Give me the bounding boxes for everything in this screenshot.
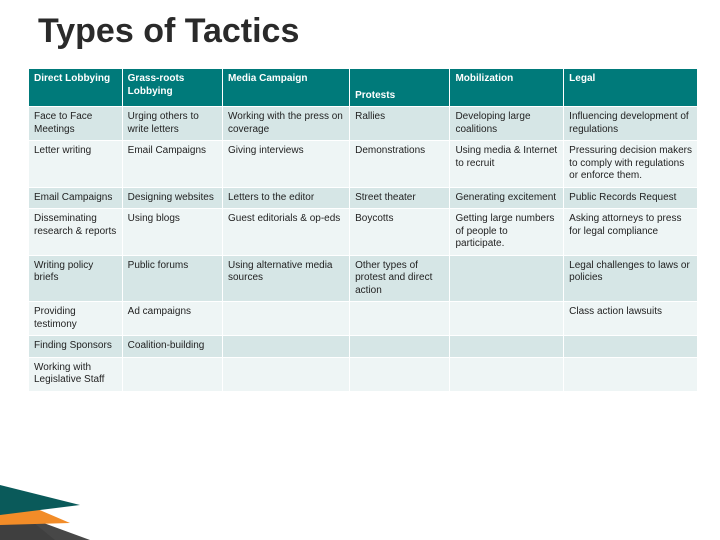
cell: Generating excitement: [450, 187, 564, 209]
slide: Types of Tactics Direct Lobbying Grass-r…: [0, 0, 720, 540]
cell: Working with Legislative Staff: [29, 357, 123, 391]
cell: Asking attorneys to press for legal comp…: [564, 209, 698, 256]
slide-title: Types of Tactics: [38, 12, 299, 51]
table-row: Face to Face Meetings Urging others to w…: [29, 107, 698, 141]
cell: Pressuring decision makers to comply wit…: [564, 141, 698, 188]
tactics-table: Direct Lobbying Grass-roots Lobbying Med…: [28, 68, 698, 392]
cell: Ad campaigns: [122, 302, 222, 336]
col-header-legal: Legal: [564, 69, 698, 107]
cell: [450, 255, 564, 302]
cell: Using alternative media sources: [223, 255, 350, 302]
cell: Developing large coalitions: [450, 107, 564, 141]
table-row: Email Campaigns Designing websites Lette…: [29, 187, 698, 209]
cell: Designing websites: [122, 187, 222, 209]
cell: Public forums: [122, 255, 222, 302]
col-header-grassroots-lobbying: Grass-roots Lobbying: [122, 69, 222, 107]
cell: Working with the press on coverage: [223, 107, 350, 141]
cell: Class action lawsuits: [564, 302, 698, 336]
table-row: Disseminating research & reports Using b…: [29, 209, 698, 256]
col-header-media-campaign: Media Campaign: [223, 69, 350, 107]
cell: Finding Sponsors: [29, 336, 123, 358]
cell: [122, 357, 222, 391]
cell: Email Campaigns: [122, 141, 222, 188]
cell: [223, 302, 350, 336]
cell: Letters to the editor: [223, 187, 350, 209]
table-row: Finding Sponsors Coalition-building: [29, 336, 698, 358]
cell: Demonstrations: [350, 141, 450, 188]
cell: Letter writing: [29, 141, 123, 188]
table-row: Providing testimony Ad campaigns Class a…: [29, 302, 698, 336]
cell: Other types of protest and direct action: [350, 255, 450, 302]
cell: Coalition-building: [122, 336, 222, 358]
cell: [450, 302, 564, 336]
cell: Public Records Request: [564, 187, 698, 209]
table-row: Letter writing Email Campaigns Giving in…: [29, 141, 698, 188]
cell: [350, 302, 450, 336]
cell: Influencing development of regulations: [564, 107, 698, 141]
cell: [350, 336, 450, 358]
cell: [450, 357, 564, 391]
cell: Urging others to write letters: [122, 107, 222, 141]
cell: Street theater: [350, 187, 450, 209]
col-header-protests: Protests: [350, 69, 450, 107]
cell: [564, 357, 698, 391]
cell: Face to Face Meetings: [29, 107, 123, 141]
tactics-table-wrap: Direct Lobbying Grass-roots Lobbying Med…: [28, 68, 698, 392]
cell: Using media & Internet to recruit: [450, 141, 564, 188]
table-header-row: Direct Lobbying Grass-roots Lobbying Med…: [29, 69, 698, 107]
cell: [223, 336, 350, 358]
table-row: Working with Legislative Staff: [29, 357, 698, 391]
cell: Legal challenges to laws or policies: [564, 255, 698, 302]
cell: [350, 357, 450, 391]
cell: Using blogs: [122, 209, 222, 256]
cell: Giving interviews: [223, 141, 350, 188]
cell: [564, 336, 698, 358]
cell: Boycotts: [350, 209, 450, 256]
col-header-direct-lobbying: Direct Lobbying: [29, 69, 123, 107]
cell: Getting large numbers of people to parti…: [450, 209, 564, 256]
cell: Providing testimony: [29, 302, 123, 336]
cell: Guest editorials & op-eds: [223, 209, 350, 256]
corner-deco-icon: [0, 485, 120, 540]
cell: Disseminating research & reports: [29, 209, 123, 256]
cell: Writing policy briefs: [29, 255, 123, 302]
col-header-mobilization: Mobilization: [450, 69, 564, 107]
cell: Rallies: [350, 107, 450, 141]
cell: [223, 357, 350, 391]
table-row: Writing policy briefs Public forums Usin…: [29, 255, 698, 302]
table-body: Face to Face Meetings Urging others to w…: [29, 107, 698, 392]
cell: [450, 336, 564, 358]
cell: Email Campaigns: [29, 187, 123, 209]
